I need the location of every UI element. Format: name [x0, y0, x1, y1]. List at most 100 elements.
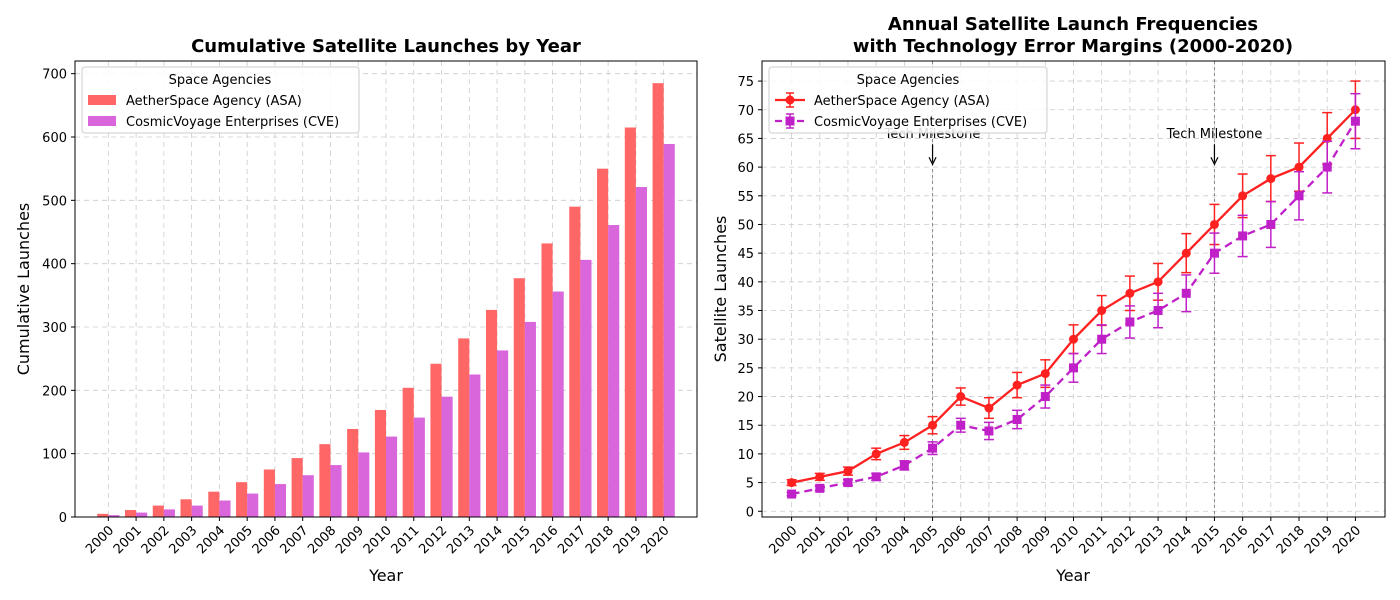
- chart1-y-ticks: 0 100 200 300 400 500 600 700: [42, 68, 75, 526]
- point-asa: [1040, 369, 1050, 379]
- chart2-y-tick-label: 0: [746, 505, 754, 520]
- chart2-legend: Space Agencies AetherSpace Agency (ASA) …: [768, 66, 1048, 134]
- point-cve: [956, 420, 966, 430]
- point-cve: [1266, 219, 1276, 229]
- point-cve: [1322, 162, 1332, 172]
- bar-cve: [302, 475, 314, 517]
- point-asa: [956, 392, 966, 402]
- bar-asa: [458, 338, 470, 517]
- bar-asa: [236, 482, 248, 517]
- point-cve: [1209, 248, 1219, 258]
- chart2-milestone-lines: [932, 61, 1215, 517]
- chart1-legend-title: Space Agencies: [169, 73, 272, 88]
- point-cve: [1294, 191, 1304, 201]
- bar-asa: [124, 510, 137, 517]
- bar-cve: [441, 396, 453, 517]
- point-asa: [1238, 191, 1248, 201]
- chart2-y-ticks: 0 5 10 15 20 25 30 35 40 45 50 55 60 65 70 75: [737, 75, 762, 520]
- series-cve: [786, 92, 1361, 499]
- bar-cve: [497, 350, 509, 517]
- bar-asa: [97, 513, 109, 517]
- legend-point-cve: [785, 116, 795, 126]
- chart1-y-tick-label: 400: [42, 258, 67, 273]
- bar-asa: [374, 409, 386, 517]
- bar-cve: [358, 452, 370, 517]
- chart2-y-tick-label: 75: [737, 75, 754, 90]
- chart2-subtitle: with Technology Error Margins (2000-2020…: [853, 36, 1293, 57]
- point-cve: [1153, 306, 1163, 316]
- chart2-y-tick-label: 5: [746, 477, 754, 492]
- point-asa: [1125, 288, 1135, 298]
- bar-asa: [291, 458, 303, 517]
- chart1-legend-label-asa: AetherSpace Agency (ASA): [126, 94, 302, 109]
- chart2-y-tick-label: 20: [737, 391, 754, 406]
- bar-asa: [430, 363, 442, 517]
- annotation-arrow-head: [1210, 156, 1219, 166]
- point-asa: [843, 466, 853, 476]
- bar-cve: [413, 417, 425, 517]
- chart1-title: Cumulative Satellite Launches by Year: [191, 36, 581, 57]
- chart1-y-tick-label: 200: [42, 384, 67, 399]
- chart2-y-tick-label: 30: [737, 333, 754, 348]
- chart1-y-axis-label: Cumulative Launches: [14, 203, 33, 376]
- bar-cve: [524, 321, 536, 517]
- point-cve: [1125, 317, 1135, 327]
- point-asa: [1209, 219, 1219, 229]
- point-asa: [1153, 277, 1163, 287]
- chart2-y-tick-label: 55: [737, 190, 754, 205]
- annual-launch-frequency-chart: Annual Satellite Launch Frequencies with…: [711, 14, 1386, 585]
- point-asa: [871, 449, 881, 459]
- bar-asa: [319, 444, 331, 517]
- point-asa: [1097, 306, 1107, 316]
- bar-asa: [597, 168, 609, 517]
- bar-cve: [136, 512, 148, 517]
- point-cve: [1238, 231, 1248, 241]
- point-cve: [1350, 116, 1360, 126]
- point-asa: [1181, 248, 1191, 258]
- bar-cve: [108, 515, 120, 517]
- point-cve: [1097, 334, 1107, 344]
- chart2-y-tick-label: 10: [737, 448, 754, 463]
- point-cve: [984, 426, 994, 436]
- chart1-y-tick-label: 300: [42, 321, 67, 336]
- chart1-y-tick-label: 700: [42, 68, 67, 83]
- chart1-legend-label-cve: CosmicVoyage Enterprises (CVE): [126, 115, 339, 130]
- bar-asa: [180, 499, 192, 517]
- chart1-y-tick-label: 600: [42, 131, 67, 146]
- chart2-legend-marker-asa: [775, 92, 805, 108]
- chart1-y-tick-label: 100: [42, 448, 67, 463]
- chart1-x-axis-label: Year: [368, 566, 403, 585]
- chart2-y-tick-label: 25: [737, 362, 754, 377]
- point-asa: [787, 478, 797, 488]
- chart2-y-tick-label: 70: [737, 104, 754, 119]
- chart2-legend-box: [768, 66, 1048, 134]
- annotation-arrow-head: [928, 156, 937, 166]
- bar-cve: [580, 259, 592, 517]
- point-cve: [1181, 288, 1191, 298]
- bar-asa: [652, 83, 664, 518]
- chart1-y-tick-label: 500: [42, 194, 67, 209]
- bar-asa: [347, 428, 359, 517]
- chart2-y-axis-label: Satellite Launches: [711, 216, 730, 363]
- chart1-bars: [97, 83, 675, 518]
- point-cve: [1040, 392, 1050, 402]
- chart2-series: [786, 80, 1361, 499]
- bar-cve: [219, 500, 231, 517]
- point-cve: [815, 483, 825, 493]
- bar-cve: [552, 291, 564, 517]
- point-asa: [815, 472, 825, 482]
- chart1-legend-box: [81, 66, 360, 134]
- point-asa: [984, 403, 994, 413]
- point-cve: [1069, 363, 1078, 373]
- chart2-y-tick-label: 45: [737, 247, 754, 262]
- bar-cve: [330, 465, 342, 517]
- bar-asa: [152, 505, 164, 517]
- chart2-y-tick-label: 40: [737, 276, 754, 291]
- bar-asa: [263, 469, 275, 517]
- chart2-x-axis-label: Year: [1055, 566, 1090, 585]
- chart1-y-tick-label: 0: [59, 511, 67, 526]
- chart2-y-tick-label: 50: [737, 218, 754, 233]
- point-asa: [899, 437, 909, 447]
- annotation-label: Tech Milestone: [1166, 127, 1263, 142]
